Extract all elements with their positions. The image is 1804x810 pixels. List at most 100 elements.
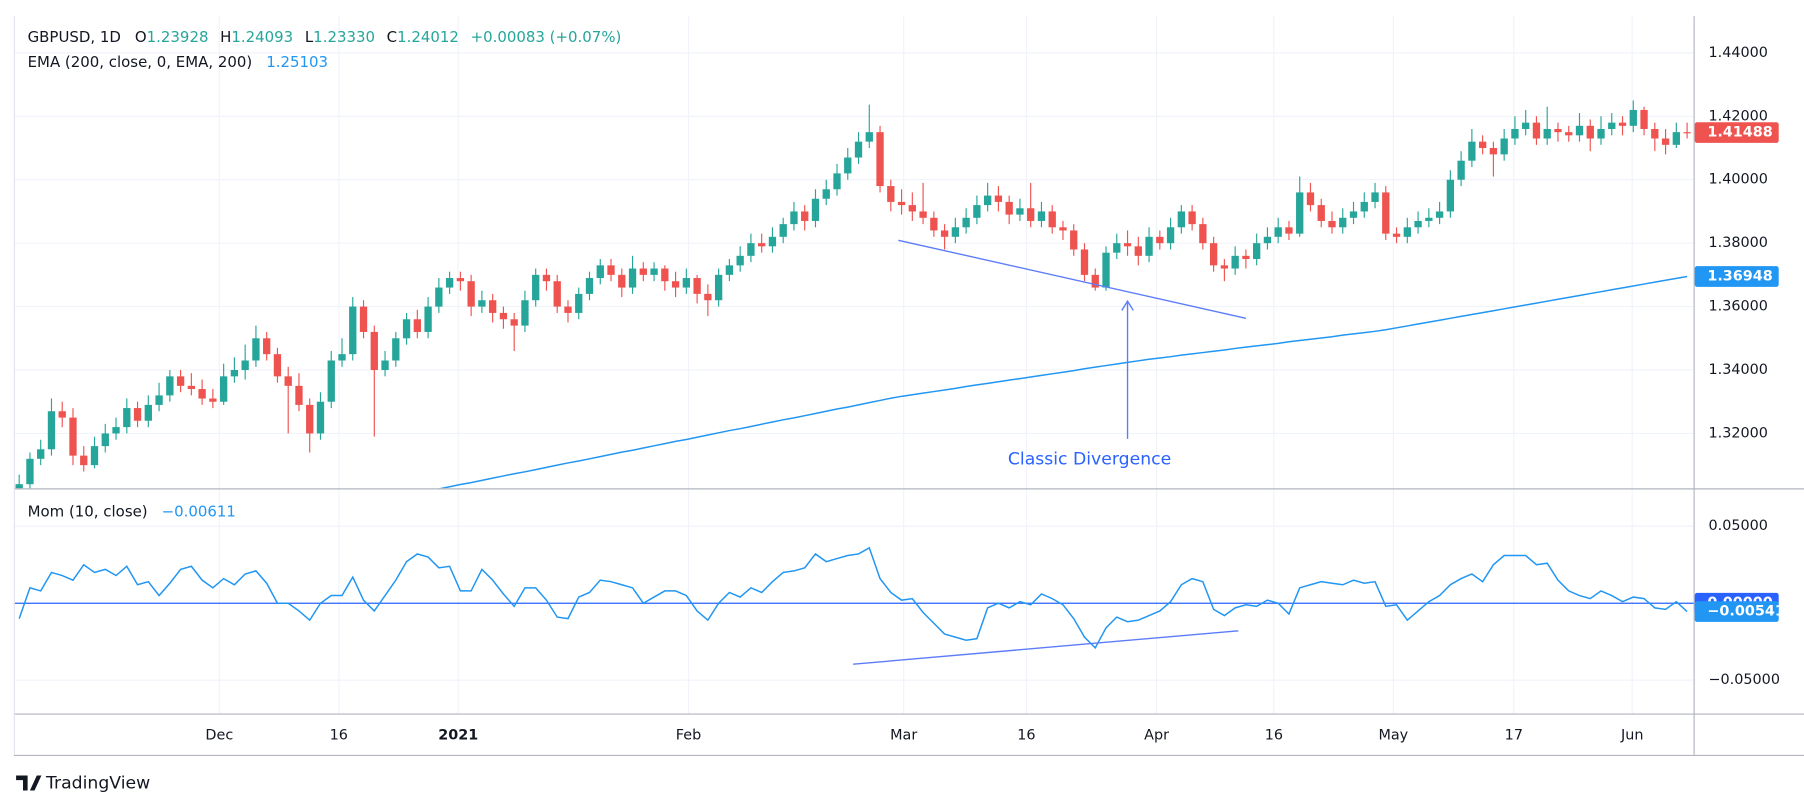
- candle-body: [865, 132, 873, 142]
- candle-body: [736, 255, 744, 266]
- candle-body: [1392, 233, 1401, 237]
- candle-body: [338, 354, 346, 361]
- candle-body: [488, 300, 497, 313]
- y-tick-label: 1.34000: [1709, 362, 1768, 378]
- candle-body: [532, 274, 540, 301]
- candle-body: [693, 278, 701, 294]
- ohlc-value: 1.23330: [313, 28, 375, 46]
- candle-body: [1231, 255, 1239, 269]
- candle-body: [1102, 252, 1110, 288]
- arrow-head: [1121, 299, 1134, 311]
- candle-body: [1349, 211, 1358, 218]
- candle-body: [994, 195, 1003, 202]
- candle-body: [714, 274, 723, 301]
- grid: [13, 16, 1694, 714]
- candle-body: [1597, 128, 1605, 139]
- candle-body: [1005, 201, 1013, 215]
- candle-body: [983, 195, 992, 206]
- x-tick-label: Jun: [1620, 727, 1643, 743]
- mom-name: Mom (10, close): [28, 502, 148, 520]
- price-tag: [1694, 266, 1779, 287]
- candle-body: [1618, 122, 1627, 126]
- candle-body: [478, 300, 486, 307]
- candle-body: [230, 370, 239, 377]
- ema-value: 1.25103: [266, 53, 328, 71]
- candle-body: [499, 312, 508, 320]
- header-line: GBPUSD, 1D O1.23928 H1.24093 L1.23330 C1…: [28, 28, 622, 46]
- labels: Dec 16 2021 Feb Mar 16 Apr 16 May 17 Jun 1.32000 1.3…: [205, 45, 1784, 743]
- candle-body: [1156, 236, 1164, 244]
- mom-legend: Mom (10, close) −0.00611: [28, 502, 236, 520]
- candle-body: [306, 404, 314, 434]
- candle-body: [1478, 141, 1487, 149]
- candle-body: [273, 354, 282, 377]
- candle-body: [316, 401, 325, 434]
- candle-body: [1522, 122, 1530, 129]
- candle-body: [1339, 217, 1347, 228]
- x-tick-label: Dec: [205, 727, 233, 743]
- candle-body: [166, 376, 174, 396]
- candle-body: [822, 189, 830, 199]
- candle-body: [553, 281, 561, 307]
- price-tag: [1694, 122, 1779, 143]
- candle-body: [758, 243, 766, 247]
- candle-body: [844, 157, 852, 174]
- candle-body: [1317, 205, 1325, 221]
- brand-logo: TradingView: [16, 774, 150, 794]
- candle-body: [1629, 109, 1637, 126]
- x-tick-label: 16: [1265, 727, 1283, 743]
- marks: [13, 100, 1694, 665]
- candle-body: [295, 385, 303, 405]
- candle-body: [1608, 122, 1616, 129]
- candle-body: [1091, 274, 1099, 288]
- candle-body: [811, 198, 820, 221]
- candle-body: [209, 398, 217, 402]
- candle-body: [1027, 208, 1035, 221]
- candle-body: [26, 458, 34, 485]
- ohlc-key: H: [220, 28, 231, 46]
- candle-body: [1059, 227, 1067, 231]
- candle-body: [725, 265, 734, 275]
- candle-body: [1209, 243, 1218, 266]
- candle-body: [1500, 138, 1508, 155]
- candle-body: [1070, 230, 1078, 250]
- candle-body: [1199, 224, 1207, 244]
- candle-body: [445, 278, 454, 288]
- candle-body: [1328, 220, 1336, 228]
- candle-body: [940, 230, 949, 237]
- candle-body: [47, 411, 56, 450]
- symbol: GBPUSD, 1D: [28, 28, 121, 46]
- candle-body: [1371, 192, 1379, 202]
- candle-body: [219, 376, 228, 402]
- candle-body: [596, 265, 604, 279]
- y-tick-label: 1.42000: [1709, 108, 1768, 124]
- candle-body: [155, 395, 163, 405]
- candle-body: [542, 274, 551, 282]
- candle-body: [402, 319, 411, 339]
- price-tag: [1694, 601, 1779, 622]
- candle-body: [252, 338, 260, 361]
- candle-body: [424, 306, 432, 332]
- candle-body: [1457, 160, 1465, 180]
- candle-body: [887, 186, 895, 202]
- x-tick-label: May: [1378, 727, 1408, 743]
- candle-body: [112, 427, 120, 434]
- y-tick-label: 1.44000: [1709, 45, 1768, 61]
- candle-body: [790, 211, 798, 225]
- candle-body: [1274, 227, 1282, 237]
- ema-legend: EMA (200, close, 0, EMA, 200) 1.25103: [28, 53, 328, 71]
- candle-body: [435, 287, 443, 307]
- candle-body: [575, 293, 583, 313]
- y-tick-label: −0.05000: [1709, 672, 1780, 688]
- candle-body: [456, 278, 465, 282]
- candle-body: [1016, 208, 1024, 215]
- candle-body: [37, 449, 45, 459]
- candle-body: [919, 211, 927, 218]
- candle-body: [359, 306, 368, 332]
- candle-body: [1253, 243, 1261, 260]
- candle-body: [747, 243, 755, 256]
- candle-body: [1285, 227, 1293, 234]
- momentum-line: [18, 546, 1688, 650]
- candle-body: [58, 411, 66, 418]
